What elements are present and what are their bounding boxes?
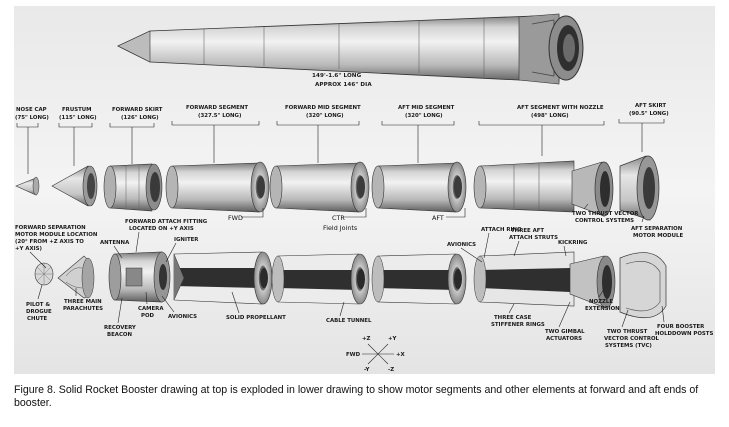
struts-label-2: ATTACH STRUTS: [509, 235, 558, 241]
gimbal-label-1: TWO GIMBAL: [545, 329, 585, 335]
holddown-label-2: HOLDDOWN POSTS: [655, 331, 713, 337]
field-joints-label: Field Joints: [323, 224, 358, 232]
antenna-label: ANTENNA: [100, 240, 130, 246]
top-length-label: 149'-1.6" LONG: [312, 73, 362, 79]
stiffener-label-2: STIFFENER RINGS: [491, 322, 545, 328]
recovery-label-2: BEACON: [107, 332, 133, 338]
camera-label-2: POD: [141, 313, 155, 319]
aft-mid-length: (320" LONG): [405, 113, 443, 119]
frustum-length: (115" LONG): [59, 115, 97, 121]
tvc-two-label-2: VECTOR CONTROL: [604, 336, 660, 342]
axis-px: +X: [396, 352, 406, 358]
fwd-sep-label-3: (20° FROM +Z AXIS TO: [15, 239, 84, 245]
pilot-label-3: CHUTE: [27, 316, 48, 322]
pilot-label-2: DROGUE: [26, 309, 52, 315]
nose-cap-label: NOSE CAP: [16, 107, 47, 113]
fwd-joint-label: FWD: [228, 214, 243, 222]
ctr-joint-leader: [344, 208, 367, 218]
main-chutes-label-1: THREE MAIN: [64, 299, 102, 305]
cutaway-row: [34, 251, 667, 319]
callout-labels: FORWARD SEPARATION MOTOR MODULE LOCATION…: [15, 203, 713, 349]
forward-skirt-label: FORWARD SKIRT: [112, 107, 163, 113]
forward-segment-length: (327.5" LONG): [198, 113, 241, 119]
tvc-two-label-3: SYSTEMS (TVC): [605, 343, 652, 349]
fwd-sep-label-1: FORWARD SEPARATION: [15, 225, 86, 231]
gimbal-label-2: ACTUATORS: [546, 336, 582, 342]
nozzle-ext-label-2: EXTENSION: [585, 306, 620, 312]
aft-skirt-label: AFT SKIRT: [635, 103, 666, 109]
main-chutes-label-2: PARACHUTES: [63, 306, 103, 312]
igniter-label: IGNITER: [174, 237, 199, 243]
fwd-sep-label-4: +Y AXIS): [15, 246, 42, 252]
ctr-joint-label: CTR: [332, 214, 345, 222]
struts-label-1: THREE AFT: [511, 228, 544, 234]
fwd-joint-leader: [241, 208, 264, 218]
tvc-systems-label-2: CONTROL SYSTEMS: [575, 218, 634, 224]
aft-nozzle-label: AFT SEGMENT WITH NOZZLE: [517, 105, 604, 111]
kickring-label: KICKRING: [558, 240, 588, 246]
propellant-label: SOLID PROPELLANT: [226, 315, 286, 321]
forward-mid-length: (320" LONG): [306, 113, 344, 119]
aft-mid-label: AFT MID SEGMENT: [398, 105, 455, 111]
fwd-sep-label-2: MOTOR MODULE LOCATION: [15, 232, 98, 238]
nose-cap-length: (75" LONG): [15, 115, 49, 121]
exploded-row: [15, 155, 660, 221]
top-diameter-label: APPROX 146" DIA: [315, 82, 372, 88]
cable-tunnel-label: CABLE TUNNEL: [326, 318, 372, 324]
axis-mz: -Z: [388, 367, 394, 373]
axis-my: -Y: [364, 367, 369, 373]
camera-label-1: CAMERA: [138, 306, 164, 312]
tvc-systems-label-1: TWO THRUST VECTOR: [572, 211, 639, 217]
nozzle-ext-label-1: NOZZLE: [589, 299, 613, 305]
axis-fwd: FWD: [346, 352, 361, 358]
aft-skirt-length: (90.5" LONG): [629, 111, 669, 117]
aft-sep-label-1: AFT SEPARATION: [631, 226, 683, 232]
pilot-label-1: PILOT &: [26, 302, 50, 308]
avionics-fwd-label: AVIONICS: [168, 314, 197, 320]
segment-labels: NOSE CAP (75" LONG) FRUSTUM (115" LONG) …: [15, 103, 669, 174]
axis-py: +Y: [388, 336, 397, 342]
holddown-label-1: FOUR BOOSTER: [657, 324, 705, 330]
recovery-label-1: RECOVERY: [104, 325, 136, 331]
aft-joint-leader: [446, 208, 466, 218]
forward-skirt-length: (126" LONG): [121, 115, 159, 121]
forward-segment-label: FORWARD SEGMENT: [186, 105, 248, 111]
avionics-aft-label: AVIONICS: [447, 242, 476, 248]
forward-mid-label: FORWARD MID SEGMENT: [285, 105, 361, 111]
axis-legend: +Z +Y FWD +X -Y -Z: [346, 336, 406, 373]
stiffener-label-1: THREE CASE: [494, 315, 532, 321]
fwd-attach-label-1: FORWARD ATTACH FITTING: [125, 219, 208, 225]
attach-ring-label: ATTACH RING: [481, 227, 522, 233]
aft-sep-label-2: MOTOR MODULE: [633, 233, 683, 239]
figure-caption: Figure 8. Solid Rocket Booster drawing a…: [14, 384, 699, 409]
tvc-two-label-1: TWO THRUST: [607, 329, 648, 335]
aft-joint-label: AFT: [432, 214, 444, 222]
fwd-attach-label-2: LOCATED ON +Y AXIS: [129, 226, 194, 232]
srb-exploded-diagram: 149'-1.6" LONG APPROX 146" DIA NOSE CAP …: [14, 6, 715, 374]
frustum-label: FRUSTUM: [62, 107, 92, 113]
aft-nozzle-length: (498" LONG): [531, 113, 569, 119]
assembled-booster: [117, 13, 584, 85]
axis-pz: +Z: [362, 336, 371, 342]
